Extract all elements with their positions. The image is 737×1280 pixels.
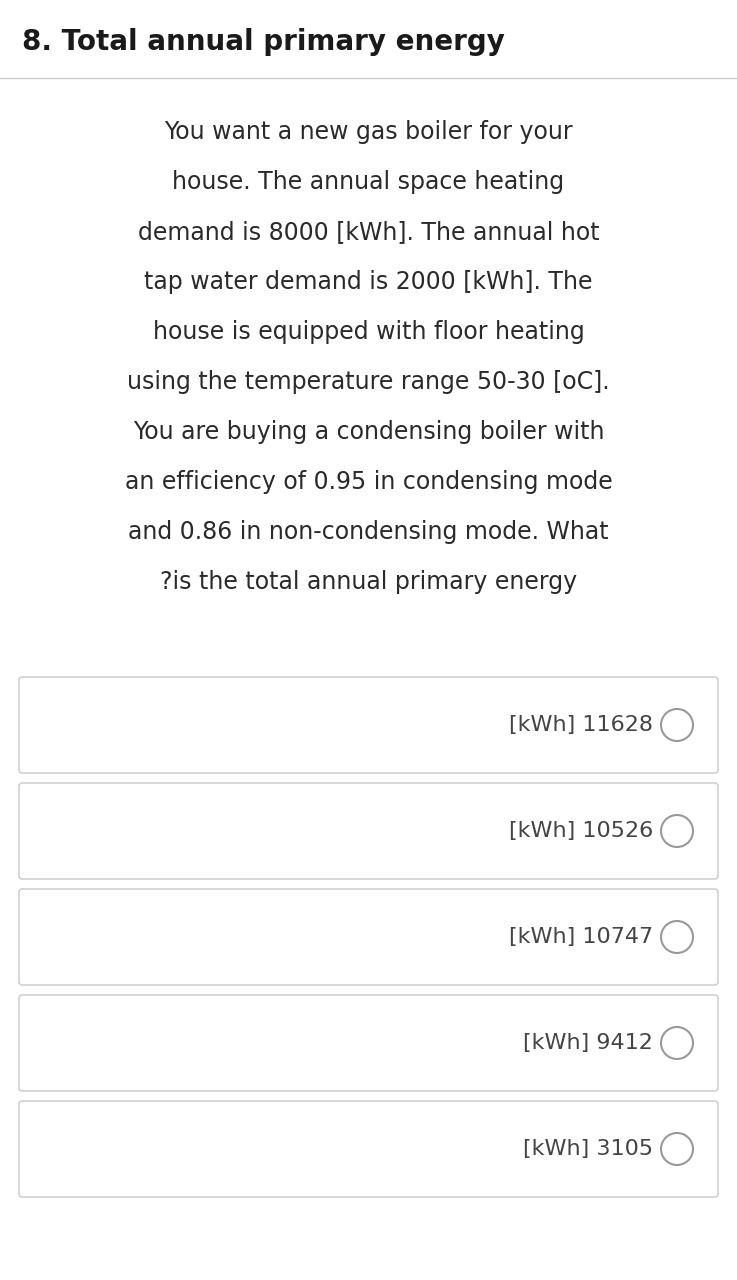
Circle shape [661,815,693,847]
Text: [kWh] 9412: [kWh] 9412 [523,1033,653,1053]
Circle shape [661,922,693,954]
Text: tap water demand is 2000 [kWh]. The: tap water demand is 2000 [kWh]. The [144,270,593,294]
Text: demand is 8000 [kWh]. The annual hot: demand is 8000 [kWh]. The annual hot [138,220,599,244]
Text: [kWh] 3105: [kWh] 3105 [523,1139,653,1158]
FancyBboxPatch shape [19,677,718,773]
Text: ?is the total annual primary energy: ?is the total annual primary energy [160,570,577,594]
FancyBboxPatch shape [19,890,718,986]
Text: [kWh] 10747: [kWh] 10747 [509,927,653,947]
FancyBboxPatch shape [19,783,718,879]
Circle shape [661,709,693,741]
Circle shape [661,1027,693,1059]
Circle shape [661,1133,693,1165]
FancyBboxPatch shape [19,1101,718,1197]
FancyBboxPatch shape [19,995,718,1091]
Text: an efficiency of 0.95 in condensing mode: an efficiency of 0.95 in condensing mode [125,470,612,494]
Text: 8. Total annual primary energy: 8. Total annual primary energy [22,28,505,56]
Text: [kWh] 10526: [kWh] 10526 [509,820,653,841]
Text: house is equipped with floor heating: house is equipped with floor heating [153,320,584,344]
Text: You are buying a condensing boiler with: You are buying a condensing boiler with [133,420,604,444]
Text: [kWh] 11628: [kWh] 11628 [509,716,653,735]
Text: house. The annual space heating: house. The annual space heating [172,170,565,195]
Text: and 0.86 in non-condensing mode. What: and 0.86 in non-condensing mode. What [128,520,609,544]
Text: using the temperature range 50-30 [oC].: using the temperature range 50-30 [oC]. [128,370,609,394]
Text: You want a new gas boiler for your: You want a new gas boiler for your [164,120,573,143]
